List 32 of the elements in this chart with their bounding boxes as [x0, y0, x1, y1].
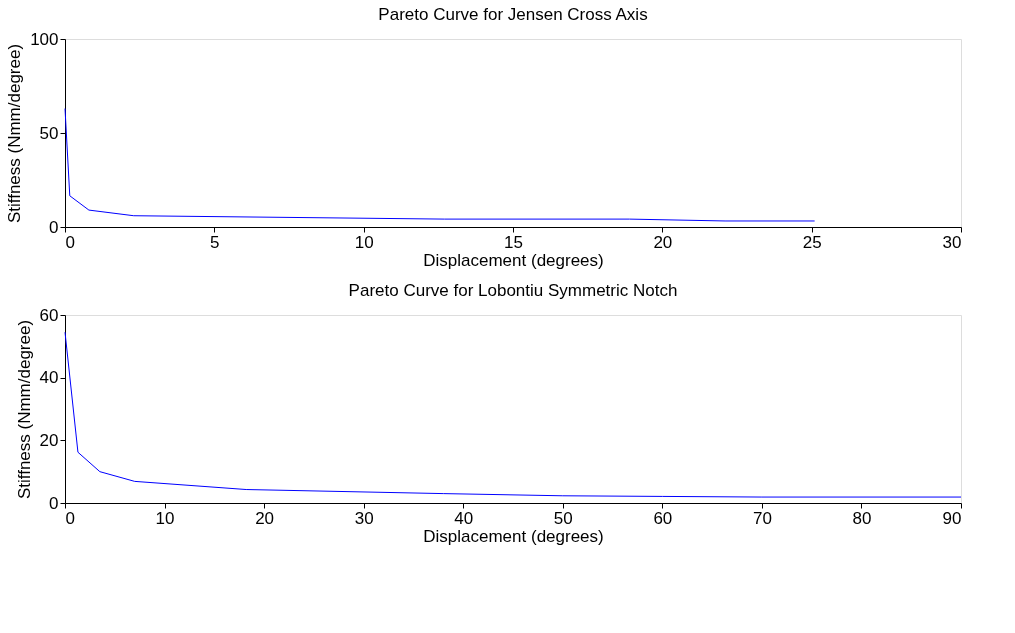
x-tick-label: 20	[653, 232, 673, 252]
x-tick-label: 10	[155, 508, 175, 528]
x-tick-label: 30	[942, 232, 962, 252]
x-tick-label: 0	[65, 232, 75, 252]
y-tick-label: 40	[39, 368, 59, 388]
x-tick-label: 70	[752, 508, 772, 528]
x-tick-label: 90	[942, 508, 962, 528]
x-tick-label: 80	[852, 508, 872, 528]
y-tick-label: 50	[39, 123, 59, 143]
y-axis-title: Stiffness (Nmm/degree)	[5, 43, 25, 224]
line-series	[64, 331, 962, 498]
y-tick-label: 60	[39, 305, 59, 325]
x-tick-label: 60	[653, 508, 673, 528]
x-tick-label: 40	[454, 508, 474, 528]
x-axis-title: Displacement (degrees)	[423, 250, 604, 270]
x-axis-title: Displacement (degrees)	[423, 526, 604, 546]
x-tick-label: 10	[354, 232, 374, 252]
line-series	[64, 108, 816, 222]
y-tick-label: 20	[39, 430, 59, 450]
y-tick-label: 0	[49, 493, 59, 513]
y-tick-label: 0	[49, 217, 59, 237]
x-tick-label: 15	[504, 232, 523, 252]
chart-title: Pareto Curve for Jensen Cross Axis	[378, 5, 648, 24]
x-tick-label: 30	[354, 508, 374, 528]
x-tick-label: 25	[802, 232, 822, 252]
chart-title: Pareto Curve for Lobontiu Symmetric Notch	[348, 281, 678, 300]
y-tick-label: 100	[30, 29, 59, 49]
y-axis-title: Stiffness (Nmm/degree)	[14, 319, 34, 500]
x-tick-label: 20	[255, 508, 275, 528]
x-tick-label: 0	[65, 508, 75, 528]
x-tick-label: 5	[210, 232, 220, 252]
x-tick-label: 50	[553, 508, 573, 528]
